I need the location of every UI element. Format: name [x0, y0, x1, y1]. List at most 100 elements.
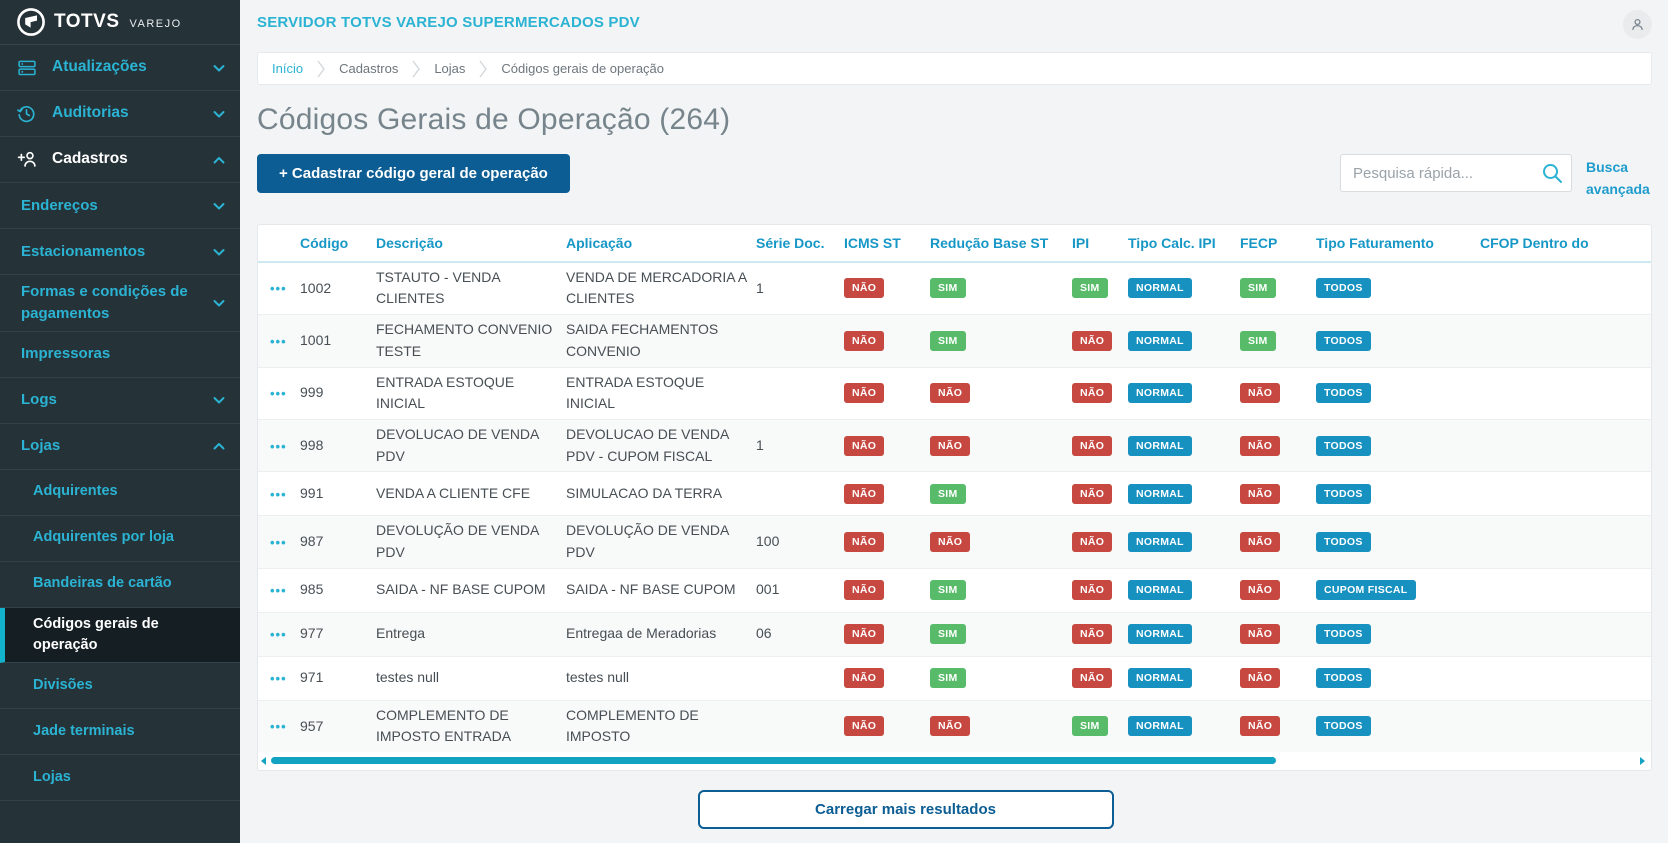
row-actions-menu-icon[interactable]: •••	[260, 583, 287, 598]
sidebar-item-label: Formas e condições de pagamentos	[21, 283, 188, 322]
row-actions-menu-icon[interactable]: •••	[260, 281, 287, 296]
page-title: Códigos Gerais de Operação (264)	[257, 103, 731, 136]
user-avatar[interactable]	[1623, 10, 1652, 39]
sidebar-item-cadastros[interactable]: Cadastros	[0, 137, 240, 183]
cell-tipo_faturamento: TODOS	[1314, 620, 1478, 648]
row-actions-menu-icon[interactable]: •••	[260, 671, 287, 686]
status-badge: NORMAL	[1128, 383, 1192, 404]
advanced-search-link[interactable]: Busca avançada	[1586, 159, 1650, 198]
status-badge: TODOS	[1316, 278, 1371, 299]
sidebar-item-label: Jade terminais	[33, 722, 135, 739]
row-actions-menu-icon[interactable]: •••	[260, 535, 287, 550]
sidebar-item-label: Adquirentes	[33, 483, 118, 500]
cell-tipo_faturamento: TODOS	[1314, 274, 1478, 302]
cell-descricao-text: TSTAUTO - VENDA CLIENTES	[376, 268, 500, 307]
scroll-right-arrow-icon[interactable]	[1640, 757, 1645, 766]
cell-tipo_faturamento: TODOS	[1314, 712, 1478, 740]
sidebar-item-estacionamentos[interactable]: Estacionamentos	[0, 229, 240, 275]
status-badge: NÃO	[844, 531, 885, 552]
table-body: ••• 1002 TSTAUTO - VENDA CLIENTES VENDA DE …	[258, 263, 1651, 753]
cell-cfop	[1478, 722, 1651, 730]
table-row: ••• 957 COMPLEMENTO DE IMPOSTO ENTRADA COMP…	[258, 700, 1651, 753]
status-badge: SIM	[930, 483, 966, 504]
cell-tipo_calc_ipi: NORMAL	[1126, 620, 1238, 648]
status-badge: NÃO	[1072, 531, 1113, 552]
status-badge: NÃO	[844, 668, 885, 689]
status-badge: NÃO	[1072, 435, 1113, 456]
breadcrumb-separator-icon	[316, 58, 326, 80]
status-badge: NORMAL	[1128, 278, 1192, 299]
sidebar-item-lojas[interactable]: Lojas	[0, 755, 240, 801]
quick-search-input[interactable]	[1340, 154, 1572, 192]
sidebar-item-label: Adquirentes por loja	[33, 529, 174, 546]
cell-icms_st: NÃO	[842, 274, 928, 302]
cell-codigo: 957	[298, 712, 374, 742]
breadcrumb-item-cadastros[interactable]: Cadastros	[339, 61, 399, 76]
breadcrumb-item-lojas[interactable]: Lojas	[434, 61, 466, 76]
status-badge: NÃO	[844, 580, 885, 601]
row-actions-menu-icon[interactable]: •••	[260, 439, 287, 454]
sidebar-item-adquirentes[interactable]: Adquirentes	[0, 470, 240, 516]
brand-name: TOTVS	[54, 11, 120, 32]
chevron-down-icon	[212, 393, 226, 407]
row-actions-menu-icon[interactable]: •••	[260, 334, 287, 349]
sidebar-item-bandeiras-de-cartao[interactable]: Bandeiras de cartão	[0, 562, 240, 608]
cell-descricao: FECHAMENTO CONVENIO TESTE	[374, 315, 564, 366]
breadcrumb-item-inicio[interactable]: Início	[272, 61, 304, 76]
sidebar-item-auditorias[interactable]: Auditorias	[0, 91, 240, 137]
cell-reducao_base_st: NÃO	[928, 712, 1070, 740]
cell-codigo: 991	[298, 479, 374, 509]
sidebar-item-impressoras[interactable]: Impressoras	[0, 332, 240, 378]
search-icon[interactable]	[1540, 161, 1564, 185]
sidebar-item-logs[interactable]: Logs	[0, 378, 240, 424]
status-badge: NORMAL	[1128, 435, 1192, 456]
status-badge: TODOS	[1316, 624, 1371, 645]
cell-codigo-text: 971	[300, 669, 324, 686]
row-actions-menu-icon[interactable]: •••	[260, 386, 287, 401]
sidebar-item-jade-terminais[interactable]: Jade terminais	[0, 709, 240, 755]
cell-icms_st: NÃO	[842, 480, 928, 508]
status-badge: SIM	[930, 668, 966, 689]
status-badge: NÃO	[1072, 624, 1113, 645]
cell-descricao-text: SAIDA - NF BASE CUPOM	[376, 581, 546, 598]
column-header-codigo: Código	[300, 234, 349, 251]
create-code-button[interactable]: + Cadastrar código geral de operação	[257, 154, 570, 193]
cell-ipi: SIM	[1070, 274, 1126, 302]
cell-ipi: NÃO	[1070, 528, 1126, 556]
cell-serie: 06	[754, 619, 842, 649]
breadcrumb-item-codigos-gerais-de-operacao: Códigos gerais de operação	[501, 61, 665, 76]
load-more-button[interactable]: Carregar mais resultados	[697, 790, 1114, 830]
scrollbar-thumb[interactable]	[271, 757, 1276, 765]
table-row: ••• 999 ENTRADA ESTOQUE INICIAL ENTRADA EST…	[258, 368, 1651, 420]
cell-serie: 1	[754, 431, 842, 461]
row-actions-menu-icon[interactable]: •••	[260, 719, 287, 734]
cell-serie: 100	[754, 527, 842, 557]
cell-aplicacao-text: DEVOLUÇÃO DE VENDA PDV	[566, 522, 729, 560]
cell-descricao-text: DEVOLUCAO DE VENDA PDV	[376, 425, 539, 464]
breadcrumb: Início Cadastros Lojas Códigos gerais de op…	[257, 52, 1652, 85]
scroll-left-arrow-icon[interactable]	[261, 757, 266, 766]
row-actions-cell: •••	[258, 714, 298, 738]
sidebar-item-divisoes[interactable]: Divisões	[0, 663, 240, 709]
cell-descricao-text: FECHAMENTO CONVENIO TESTE	[376, 321, 553, 359]
cell-codigo: 985	[298, 575, 374, 605]
sidebar-item-enderecos[interactable]: Endereços	[0, 183, 240, 229]
sidebar-item-codigos-gerais-de-operacao[interactable]: Códigos gerais de operação	[0, 607, 240, 663]
status-badge: NÃO	[1240, 624, 1281, 645]
status-badge: NÃO	[1240, 580, 1281, 601]
column-header-tipo-faturamento: Tipo Faturamento	[1316, 234, 1434, 251]
row-actions-menu-icon[interactable]: •••	[260, 487, 287, 502]
sidebar-item-lojas[interactable]: Lojas	[0, 424, 240, 470]
column-header-aplicacao: Aplicação	[566, 234, 633, 251]
status-badge: SIM	[1240, 330, 1276, 351]
cell-codigo-text: 1002	[300, 279, 332, 296]
operation-codes-table: Código Descrição Aplicação Série Doc. ICMS S…	[257, 223, 1652, 772]
sidebar-item-atualizacoes[interactable]: Atualizações	[0, 45, 240, 91]
sidebar-item-formas-e-condicoes-de-pagamentos[interactable]: Formas e condições de pagamentos	[0, 275, 240, 332]
cell-serie	[754, 389, 842, 397]
status-badge: NÃO	[1072, 580, 1113, 601]
status-badge: NÃO	[930, 531, 971, 552]
row-actions-menu-icon[interactable]: •••	[260, 627, 287, 642]
status-badge: SIM	[1240, 278, 1276, 299]
sidebar-item-adquirentes-por-loja[interactable]: Adquirentes por loja	[0, 516, 240, 562]
